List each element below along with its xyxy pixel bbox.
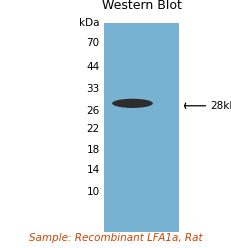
Text: 22: 22	[86, 124, 100, 134]
Text: Western Blot: Western Blot	[102, 0, 182, 12]
Text: 33: 33	[86, 84, 100, 94]
Text: 28kDa: 28kDa	[211, 101, 231, 111]
Text: 14: 14	[86, 165, 100, 175]
Text: 26: 26	[86, 106, 100, 116]
Text: 44: 44	[86, 62, 100, 72]
Text: 10: 10	[87, 187, 100, 197]
Text: kDa: kDa	[79, 18, 100, 28]
Text: 70: 70	[87, 38, 100, 48]
Ellipse shape	[112, 99, 153, 108]
Text: Sample: Recombinant LFA1a, Rat: Sample: Recombinant LFA1a, Rat	[29, 233, 202, 243]
Bar	[104, 23, 179, 232]
Text: 18: 18	[86, 145, 100, 155]
